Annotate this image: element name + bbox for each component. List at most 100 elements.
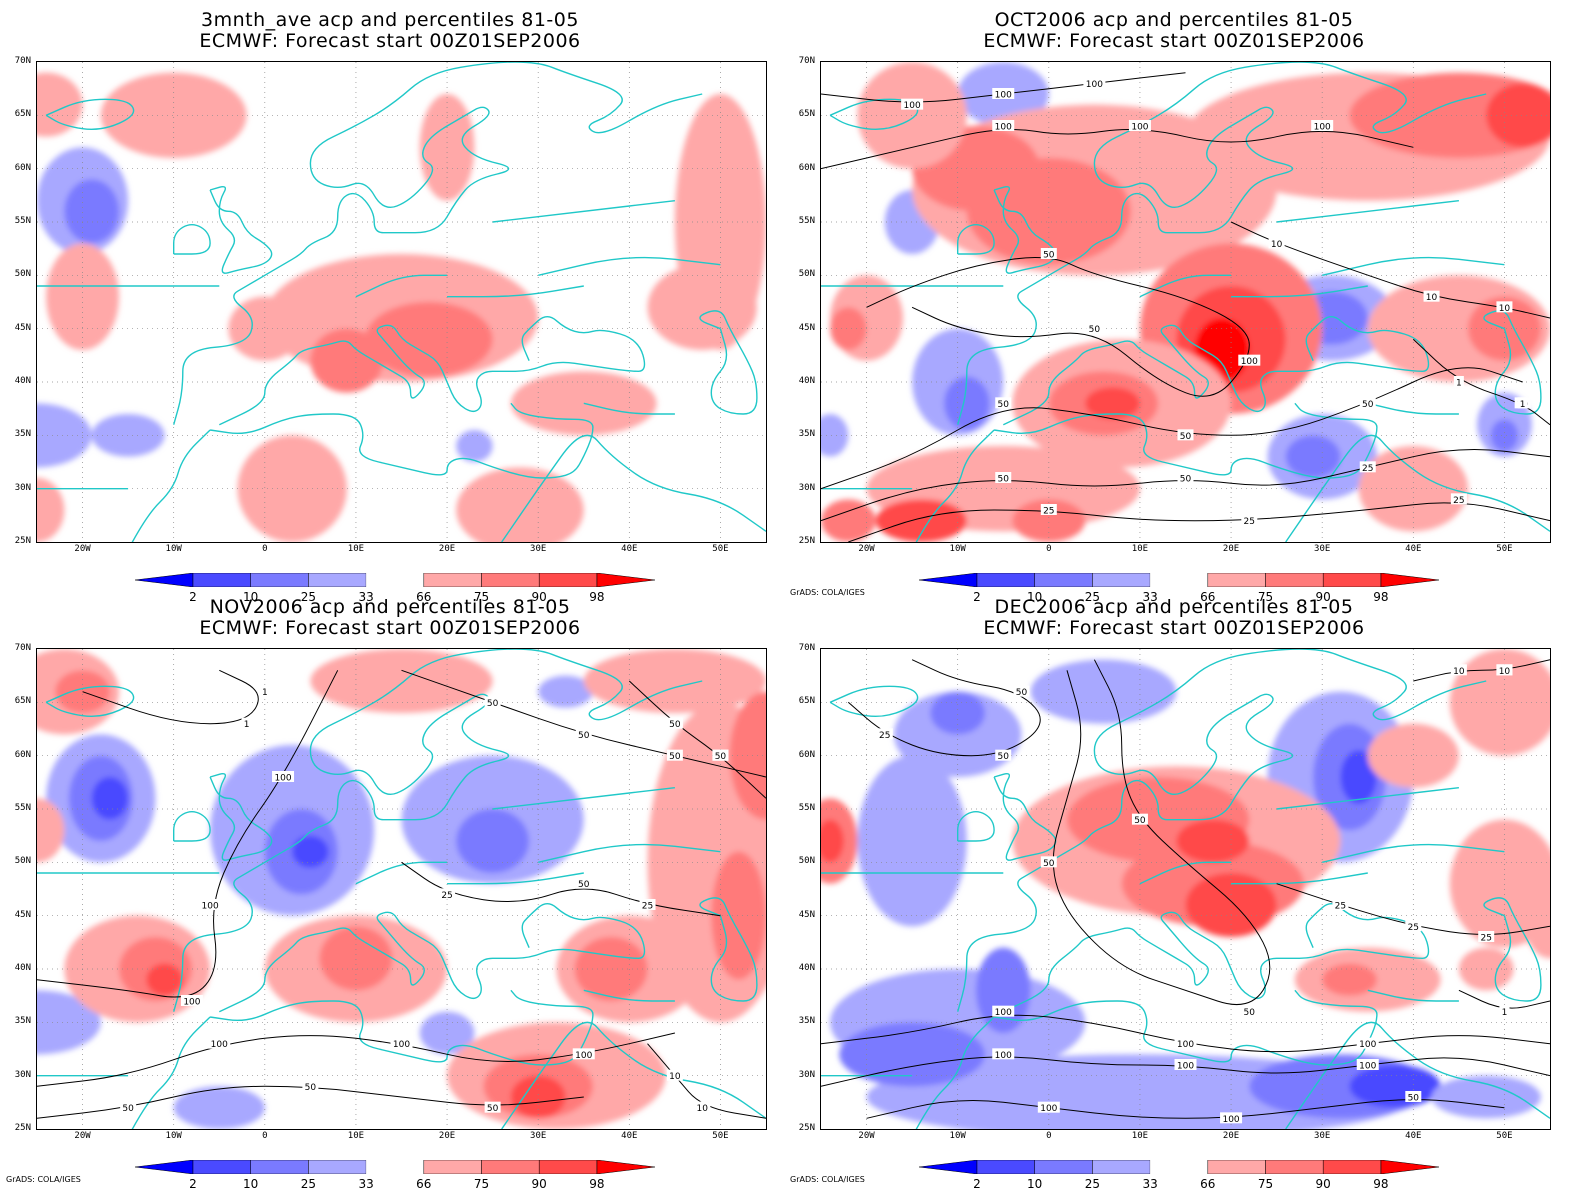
longitude-label: 50E [712,544,729,554]
grads-credit: GrADS: COLA/IGES [790,588,865,597]
longitude-label: 10E [1131,1131,1149,1141]
contour-label: 100 [183,998,200,1008]
shaded-region [830,307,867,350]
panel-title: DEC2006 acp and percentiles 81-05 [994,596,1354,618]
colorbar-label: 98 [589,1177,605,1191]
contour-label: 50 [998,400,1010,410]
contour-label: 100 [995,91,1012,101]
contour-label: 50 [122,1104,134,1114]
shaded-region [1486,83,1550,148]
shaded-region [456,467,584,542]
latitude-label: 45N [14,322,31,333]
contour-label: 50 [998,752,1010,762]
latitude-label: 60N [798,162,815,173]
graticule [821,649,1550,1129]
contour-label: 100 [1086,80,1103,90]
contour-label: 50 [1180,432,1192,442]
colorbar-label: 10 [243,1177,259,1191]
latitude-label: 25N [798,1123,815,1133]
contour-label: 25 [1480,934,1491,944]
contour-label: 100 [1177,1062,1194,1072]
colorbar-label: 10 [243,590,259,604]
colorbar-label: 66 [416,590,432,604]
shaded-region [456,430,493,462]
longitude-label: 0 [1046,544,1052,554]
shaded-region [456,809,530,873]
longitude-label: 30E [1314,1131,1331,1141]
contour-label: 100 [995,1051,1012,1061]
latitude-label: 40N [798,376,815,386]
longitude-label: 30E [530,1131,547,1141]
shaded-region [1431,1075,1541,1119]
colorbar-label: 10 [1027,590,1043,604]
contour-label: 25 [441,891,452,901]
shaded-region [100,72,247,158]
longitude-label: 0 [1046,1131,1052,1141]
latitude-label: 70N [14,56,31,66]
longitude-label: 0 [262,1131,268,1141]
colorbar-label: 2 [189,1177,197,1191]
map-area: 100 100 100 100 100 100 100 100 50 50 50 50 50 50 25 25… [820,648,1551,1130]
shaded-region [875,499,967,542]
colorbar-label: 75 [1257,590,1274,604]
latitude-label: 30N [798,1069,815,1080]
colorbar-label: 90 [531,590,547,604]
colorbar-label: 75 [473,1177,490,1191]
colorbar-label: 25 [1084,1177,1101,1191]
shaded-region [647,264,757,350]
percentile-shading [37,72,766,542]
latitude-label: 40N [14,376,31,386]
colorbar [919,573,1439,587]
colorbar-label: 98 [1373,1177,1389,1191]
shaded-region [46,243,120,350]
shaded-region [839,1022,986,1087]
shaded-region [91,777,129,820]
latitude-label: 35N [14,429,31,440]
contour-label: 100 [1314,123,1331,133]
contour-label: 100 [1222,1115,1239,1125]
shaded-region [310,649,493,713]
latitude-label: 30N [14,1069,31,1080]
colorbar-label: 25 [1084,590,1101,604]
colorbar-label: 66 [1200,590,1216,604]
contour-label: 50 [1180,475,1192,485]
contour-label: 1 [1456,379,1462,389]
shaded-region [310,328,384,393]
contour-label: 100 [1040,1104,1057,1114]
contour-label: 1 [244,720,250,730]
colorbar-label: 33 [1142,590,1158,604]
latitude-label: 40N [14,963,31,973]
shaded-region [857,755,967,927]
contour-label: 50 [669,752,681,762]
shaded-region [91,414,165,457]
percentile-shading [821,649,1550,1129]
shaded-region [583,649,766,713]
colorbar-label: 2 [973,590,981,604]
contour-label: 50 [578,731,590,741]
latitude-label: 55N [14,803,31,813]
longitude-label: 10W [165,544,182,554]
latitude-label: 45N [14,909,31,920]
longitude-label: 20W [858,1131,875,1141]
coastlines [821,649,1550,1129]
panel-title: OCT2006 acp and percentiles 81-05 [994,9,1354,31]
latitude-label: 60N [14,162,31,173]
longitude-label: 20E [438,1131,456,1141]
contour-label: 25 [1244,517,1255,527]
map-panel-4: DEC2006 acp and percentiles 81-05 ECMWF: … [784,587,1564,1191]
contour-label: 25 [642,902,653,912]
contour-label: 100 [1131,123,1148,133]
longitude-label: 50E [1496,544,1513,554]
grads-credit: GrADS: COLA/IGES [790,1175,865,1184]
contour-label: 1 [1502,1008,1508,1018]
coastlines [37,62,766,542]
longitude-label: 20E [1222,1131,1240,1141]
shaded-region [64,179,120,244]
longitude-label: 10E [347,1131,365,1141]
latitude-label: 65N [14,696,31,707]
colorbar-label: 75 [1257,1177,1274,1191]
longitude-label: 30E [1314,544,1331,554]
contour-label: 100 [1241,357,1258,367]
contour-label: 50 [1244,1008,1256,1018]
latitude-label: 30N [14,482,31,493]
